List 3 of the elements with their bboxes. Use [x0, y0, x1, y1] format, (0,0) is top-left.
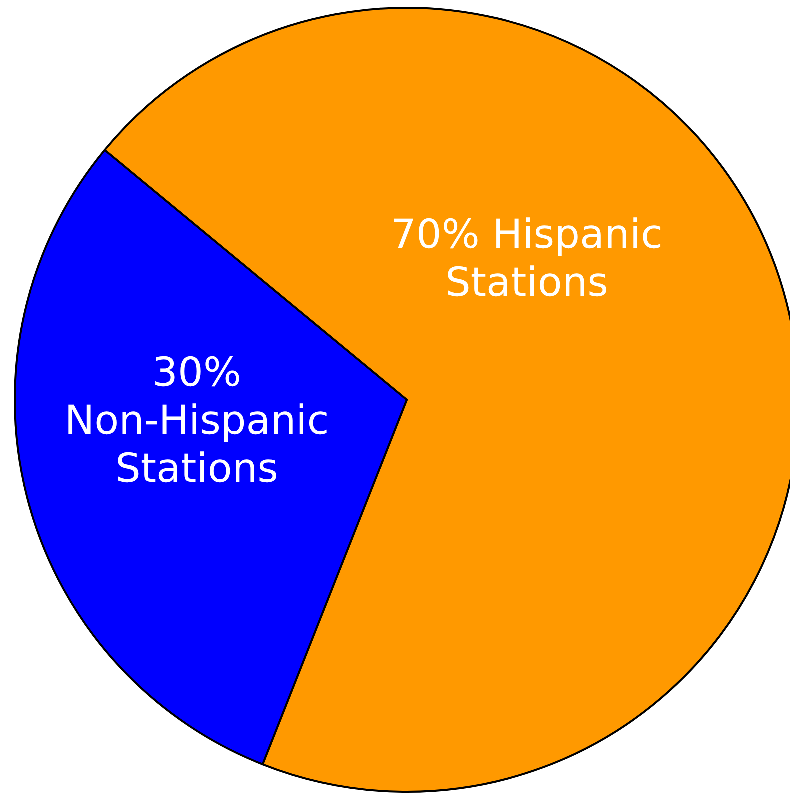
slice-label: Non-Hispanic Stations — [64, 398, 330, 492]
slice-label: 70% Hispanic Stations — [390, 212, 664, 306]
data-label: 30% — [152, 350, 242, 396]
